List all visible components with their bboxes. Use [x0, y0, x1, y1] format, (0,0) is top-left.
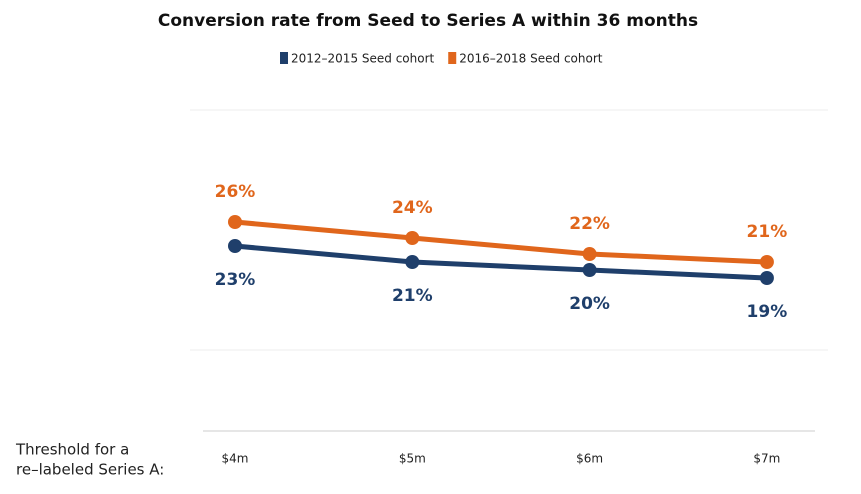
point	[228, 215, 242, 229]
point	[405, 255, 420, 269]
value-label: 21%	[392, 286, 433, 306]
point	[582, 247, 597, 261]
x-tick-label: $6m	[576, 452, 603, 466]
value-label: 20%	[569, 294, 610, 314]
x-tick-label: $7m	[753, 452, 780, 466]
point	[228, 239, 242, 253]
value-label: 22%	[569, 214, 610, 234]
x-axis-label: Threshold for a	[15, 441, 129, 459]
legend-label: 2016–2018 Seed cohort	[459, 52, 603, 66]
series-line	[234, 219, 768, 265]
value-label: 26%	[215, 182, 256, 202]
point	[759, 255, 774, 269]
chart-title: Conversion rate from Seed to Series A wi…	[158, 11, 698, 31]
legend-swatch	[280, 52, 288, 64]
value-label: 19%	[747, 302, 788, 322]
legend-label: 2012–2015 Seed cohort	[291, 52, 435, 66]
x-tick-label: $4m	[222, 452, 249, 466]
legend-swatch	[448, 52, 457, 64]
point	[759, 271, 774, 285]
value-label: 24%	[392, 198, 433, 218]
series-line	[234, 243, 768, 281]
value-label: 23%	[215, 270, 256, 290]
x-axis-label: re–labeled Series A:	[16, 461, 164, 479]
x-tick-label: $5m	[399, 452, 426, 466]
value-label: 21%	[747, 222, 788, 242]
point	[582, 263, 597, 277]
point	[405, 231, 420, 245]
